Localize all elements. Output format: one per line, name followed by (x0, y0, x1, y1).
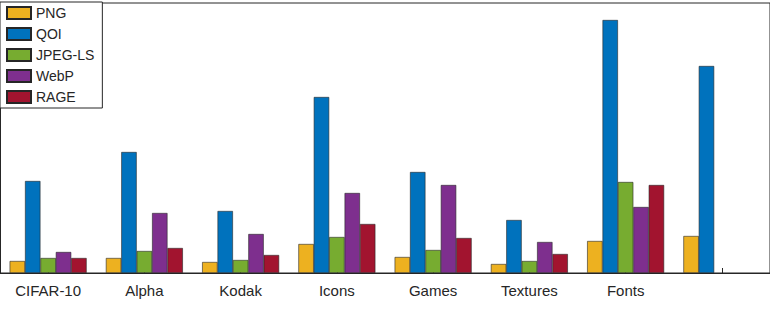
svg-text:QOI: QOI (36, 26, 62, 42)
svg-text:PNG: PNG (36, 5, 66, 21)
svg-text:CIFAR-10: CIFAR-10 (15, 282, 81, 299)
svg-text:Kodak: Kodak (219, 282, 262, 299)
svg-text:Textures: Textures (501, 282, 558, 299)
svg-text:JPEG-LS: JPEG-LS (36, 47, 94, 63)
svg-text:WebP: WebP (36, 68, 74, 84)
svg-text:Games: Games (409, 282, 457, 299)
svg-text:Fonts: Fonts (607, 282, 645, 299)
svg-text:Alpha: Alpha (125, 282, 164, 299)
svg-text:Icons: Icons (319, 282, 355, 299)
svg-text:RAGE: RAGE (36, 89, 76, 105)
